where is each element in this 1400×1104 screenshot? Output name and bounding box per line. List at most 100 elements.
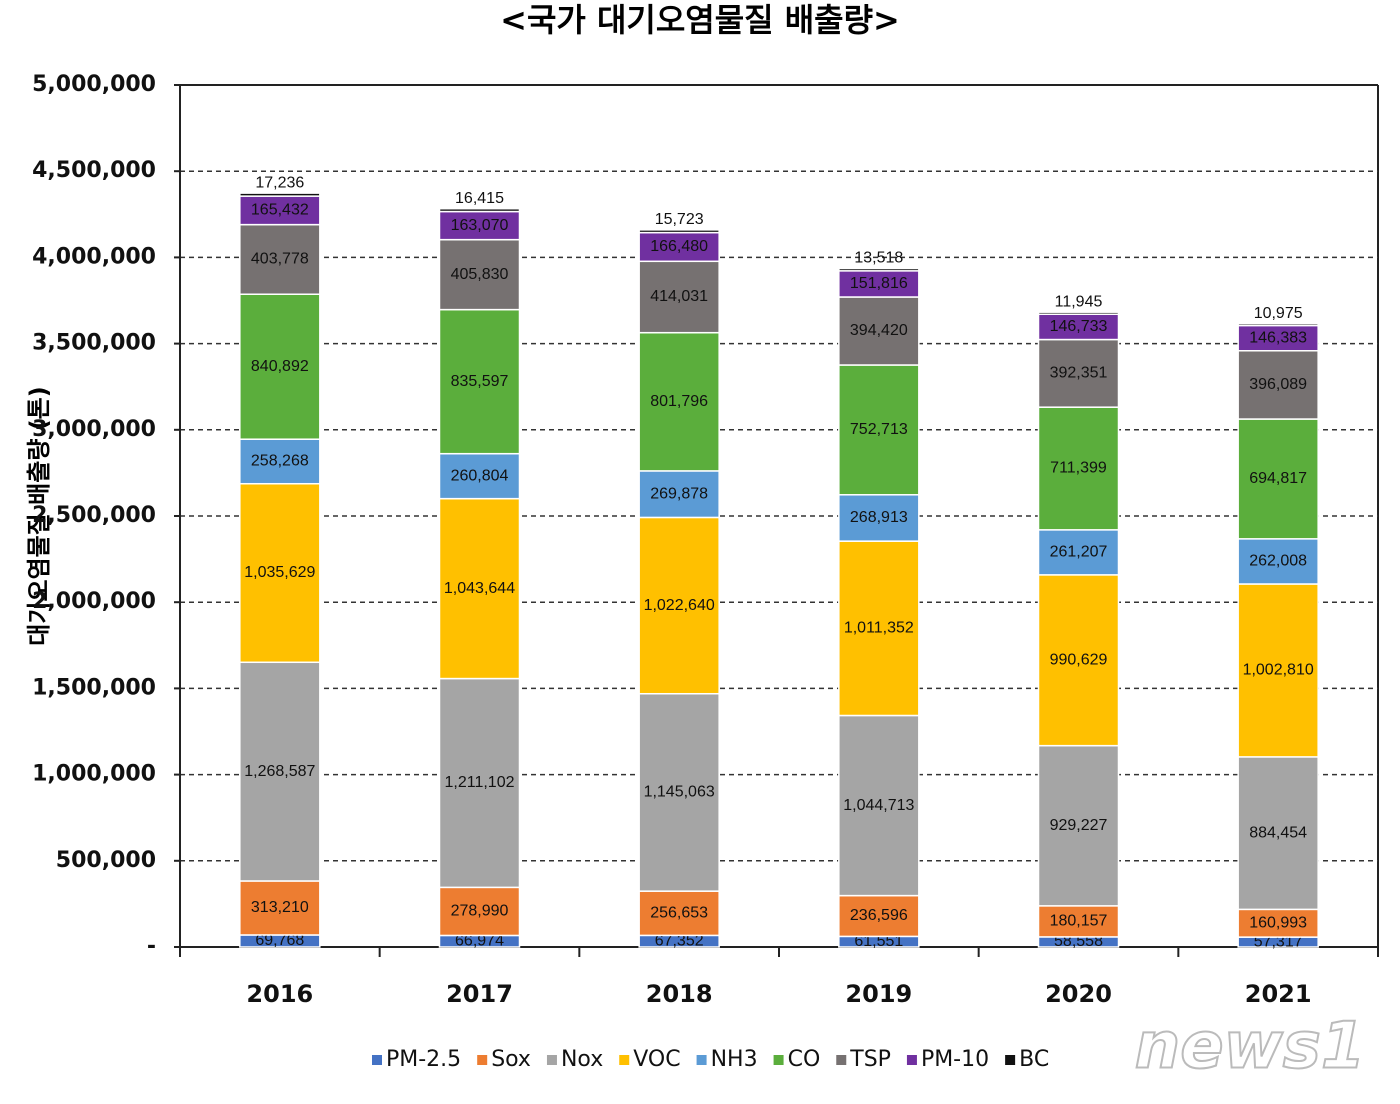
value-label: 403,778 — [251, 251, 309, 268]
value-label: 1,022,640 — [644, 597, 715, 614]
value-label: 151,816 — [850, 275, 908, 292]
value-label: 278,990 — [451, 903, 509, 920]
bar-segment — [638, 470, 720, 519]
legend-swatch — [546, 1055, 557, 1065]
bar-segment — [638, 229, 720, 234]
x-tick-label: 2016 — [246, 980, 313, 1008]
x-tick-label: 2018 — [646, 980, 713, 1008]
bar-segment — [1237, 538, 1319, 585]
x-tick-label: 2020 — [1045, 980, 1112, 1008]
bar-segment — [438, 677, 521, 889]
bar-segment — [638, 231, 720, 263]
x-tick-label: 2017 — [446, 980, 513, 1008]
bar-segment — [838, 267, 920, 272]
legend-label: BC — [1019, 1047, 1049, 1072]
value-label: 146,733 — [1050, 318, 1108, 335]
bar-segment — [239, 438, 321, 485]
bar-segment — [438, 497, 521, 680]
value-label: 840,892 — [251, 358, 309, 375]
legend-swatch — [906, 1055, 917, 1065]
bar-segment — [838, 714, 920, 897]
bar-segment — [638, 692, 720, 892]
value-label: 17,236 — [255, 174, 304, 191]
value-label: 165,432 — [251, 202, 309, 219]
bar-segment — [638, 516, 720, 695]
value-label: 69,768 — [255, 932, 304, 949]
legend-swatch — [836, 1055, 847, 1065]
value-label: 929,227 — [1050, 817, 1108, 834]
value-label: 262,008 — [1249, 553, 1307, 570]
bar-segment — [438, 207, 521, 213]
bar-segment — [1037, 406, 1120, 531]
y-tick-label: 4,500,000 — [32, 158, 156, 183]
legend-label: PM-10 — [921, 1047, 989, 1072]
value-label: 405,830 — [451, 266, 509, 283]
value-label: 13,518 — [854, 250, 903, 267]
value-label: 160,993 — [1249, 914, 1307, 931]
bar-segment — [239, 192, 321, 197]
y-tick-label: 5,000,000 — [32, 72, 156, 97]
legend-label: CO — [788, 1047, 821, 1072]
y-tick-label: 2,500,000 — [32, 503, 156, 528]
value-label: 11,945 — [1055, 293, 1103, 310]
x-tick-label: 2021 — [1245, 980, 1312, 1008]
legend-label: Nox — [561, 1047, 603, 1072]
value-label: 10,975 — [1254, 305, 1303, 322]
y-tick-label: 4,000,000 — [32, 244, 156, 269]
bar-segment — [1037, 529, 1120, 576]
legend-label: NH3 — [711, 1047, 758, 1072]
bar-segment — [239, 661, 321, 882]
y-tick-label: - — [147, 934, 156, 959]
bar-segment — [239, 223, 321, 295]
y-tick-label: 500,000 — [56, 848, 156, 873]
value-label: 801,796 — [650, 393, 708, 410]
value-label: 694,817 — [1249, 470, 1307, 487]
value-label: 146,383 — [1249, 329, 1307, 346]
bar-segment — [438, 452, 521, 500]
value-label: 711,399 — [1050, 460, 1107, 477]
bar-segment — [239, 195, 321, 226]
bar-segment — [1037, 744, 1120, 907]
value-label: 163,070 — [451, 217, 509, 234]
bar-segment — [1237, 350, 1319, 420]
value-label: 392,351 — [1050, 365, 1108, 382]
value-label: 1,002,810 — [1243, 662, 1314, 679]
value-label: 1,011,352 — [844, 620, 914, 637]
value-label: 884,454 — [1249, 824, 1307, 841]
value-label: 414,031 — [650, 288, 708, 305]
value-label: 752,713 — [850, 421, 908, 438]
bar-segment — [438, 886, 521, 937]
value-label: 1,044,713 — [843, 797, 914, 814]
value-label: 260,804 — [451, 467, 509, 484]
value-label: 16,415 — [455, 190, 504, 207]
value-label: 1,268,587 — [244, 763, 315, 780]
value-label: 1,145,063 — [644, 784, 715, 801]
bar-segment — [638, 331, 720, 472]
value-label: 1,035,629 — [244, 564, 315, 581]
value-label: 990,629 — [1050, 651, 1108, 668]
value-label: 256,653 — [650, 904, 708, 921]
value-label: 15,723 — [655, 211, 704, 228]
bar-segment — [239, 482, 321, 664]
value-label: 258,268 — [251, 453, 309, 470]
bar-segment — [1237, 583, 1319, 758]
value-label: 236,596 — [850, 907, 908, 924]
x-tick-label: 2019 — [845, 980, 912, 1008]
y-tick-label: 3,000,000 — [32, 417, 156, 442]
bar-segment — [438, 308, 521, 455]
value-label: 394,420 — [850, 322, 908, 339]
bar-segment — [838, 494, 920, 542]
value-label: 1,043,644 — [444, 580, 515, 597]
bar-segment — [638, 890, 720, 937]
value-label: 261,207 — [1050, 544, 1108, 561]
value-label: 268,913 — [850, 509, 908, 526]
bar-segment — [1037, 311, 1120, 315]
legend-label: PM-2.5 — [386, 1047, 461, 1072]
value-label: 396,089 — [1249, 376, 1307, 393]
value-label: 166,480 — [650, 238, 708, 255]
bar-segment — [1237, 324, 1319, 352]
legend-swatch — [477, 1055, 488, 1065]
value-label: 66,974 — [455, 932, 504, 949]
